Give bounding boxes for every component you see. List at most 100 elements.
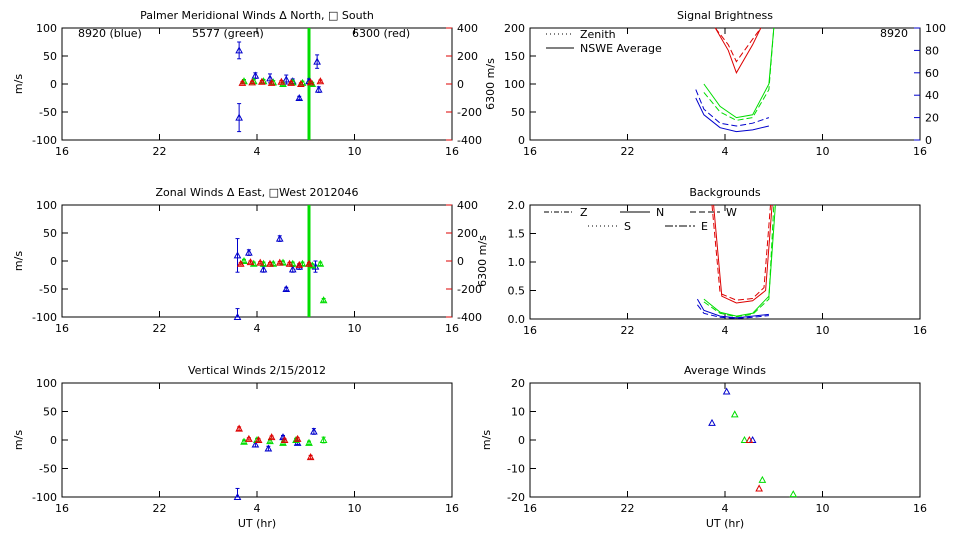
panel-vertical: Vertical Winds 2/15/2012 16 22 4 10 16 100 50 0 -… xyxy=(12,364,459,530)
x-tick-label: 4 xyxy=(254,145,261,158)
data-point xyxy=(316,259,325,267)
data-point xyxy=(745,435,754,443)
legend-label: W xyxy=(726,206,737,219)
data-point xyxy=(280,435,289,443)
data-point xyxy=(295,93,304,101)
y-tick-label: 50 xyxy=(43,227,57,240)
right-tick-label: 400 xyxy=(457,22,478,35)
x-tick-label: 4 xyxy=(722,502,729,515)
data-point xyxy=(758,475,767,483)
data-point xyxy=(236,259,245,267)
data-point xyxy=(313,57,321,65)
annotation-label: 6300 (red) xyxy=(352,27,410,40)
y-tick-label: 0.5 xyxy=(508,285,526,298)
x-tick-label: 16 xyxy=(523,502,537,515)
x-tick-label: 22 xyxy=(621,145,635,158)
y-tick-label: 100 xyxy=(504,78,525,91)
data-point xyxy=(264,444,273,452)
x-tick-label: 16 xyxy=(445,502,459,515)
x-tick-label: 22 xyxy=(153,322,167,335)
x-tick-label: 10 xyxy=(348,145,362,158)
data-point xyxy=(267,78,276,86)
right-axis-label: 6300 m/s xyxy=(476,235,489,287)
x-tick-label: 16 xyxy=(523,324,537,337)
right-tick-label: 80 xyxy=(925,44,939,57)
y-tick-label: 10 xyxy=(511,406,525,419)
y-tick-label: 50 xyxy=(43,50,57,63)
data-point xyxy=(789,490,798,498)
data-point xyxy=(248,78,256,86)
x-tick-label: 16 xyxy=(55,322,69,335)
x-tick-label: 4 xyxy=(254,322,261,335)
right-tick-label: -200 xyxy=(457,283,482,296)
y-tick-label: -20 xyxy=(507,491,525,504)
data-point xyxy=(293,434,302,442)
right-tick-label: 40 xyxy=(925,89,939,102)
y-tick-label: 100 xyxy=(36,199,57,212)
x-tick-label: 16 xyxy=(913,324,927,337)
data-point xyxy=(238,78,247,86)
y-tick-label: 0.0 xyxy=(508,313,526,326)
data-point xyxy=(266,74,274,82)
x-tick-label: 16 xyxy=(445,145,459,158)
series-line xyxy=(695,89,770,127)
right-tick-label: 200 xyxy=(457,50,478,63)
x-tick-label: 16 xyxy=(913,502,927,515)
data-point xyxy=(306,78,315,86)
y-tick-label: 200 xyxy=(504,22,525,35)
data-point xyxy=(722,387,731,395)
panel-backgrounds: Backgrounds 16 22 4 10 16 2.0 1.5 1.0 0.5 0.0 Z N W S E xyxy=(508,186,928,337)
y-tick-label: 1.5 xyxy=(508,228,526,241)
series-line xyxy=(696,298,769,319)
data-point xyxy=(295,260,304,268)
data-point xyxy=(282,75,291,83)
data-point xyxy=(251,71,260,79)
x-tick-label: 22 xyxy=(153,145,167,158)
right-axis-label: 6300 m/s xyxy=(484,58,497,110)
y-tick-label: -10 xyxy=(507,463,525,476)
data-point xyxy=(267,433,276,441)
x-axis-label: UT (hr) xyxy=(706,517,744,530)
right-tick-label: 0 xyxy=(925,134,932,147)
series-line xyxy=(695,97,770,133)
data-point xyxy=(235,424,243,432)
data-point xyxy=(258,77,266,85)
data-point xyxy=(235,113,243,121)
data-point xyxy=(319,296,328,304)
data-point xyxy=(305,259,313,267)
x-tick-label: 4 xyxy=(722,145,729,158)
x-tick-label: 16 xyxy=(55,145,69,158)
data-point xyxy=(297,79,305,87)
y-axis-label: m/s xyxy=(12,74,25,94)
data-point xyxy=(254,435,263,443)
annotation-label: 5577 (green) xyxy=(192,27,264,40)
x-tick-label: 16 xyxy=(445,322,459,335)
y-tick-label: 50 xyxy=(511,106,525,119)
x-tick-label: 10 xyxy=(816,502,830,515)
series-line xyxy=(714,27,762,74)
right-tick-label: 0 xyxy=(457,255,464,268)
panel-title: Vertical Winds 2/15/2012 xyxy=(188,364,326,377)
series-line xyxy=(703,27,775,119)
data-point xyxy=(275,258,284,266)
right-tick-label: 100 xyxy=(925,22,946,35)
legend-label: S xyxy=(624,220,631,233)
right-tick-label: 60 xyxy=(925,67,939,80)
series-line xyxy=(703,27,775,121)
x-tick-label: 22 xyxy=(153,502,167,515)
y-axis-label: m/s xyxy=(480,430,493,450)
x-tick-label: 4 xyxy=(722,324,729,337)
x-tick-label: 10 xyxy=(816,324,830,337)
y-tick-label: 150 xyxy=(504,50,525,63)
data-point xyxy=(245,434,253,442)
y-tick-label: 20 xyxy=(511,377,525,390)
data-point xyxy=(708,418,716,426)
plot-frame xyxy=(529,382,921,498)
y-tick-label: 100 xyxy=(36,22,57,35)
y-tick-label: 0 xyxy=(50,434,57,447)
annotation-label: 8920 xyxy=(880,27,908,40)
x-tick-label: 10 xyxy=(348,502,362,515)
data-point xyxy=(233,492,242,500)
